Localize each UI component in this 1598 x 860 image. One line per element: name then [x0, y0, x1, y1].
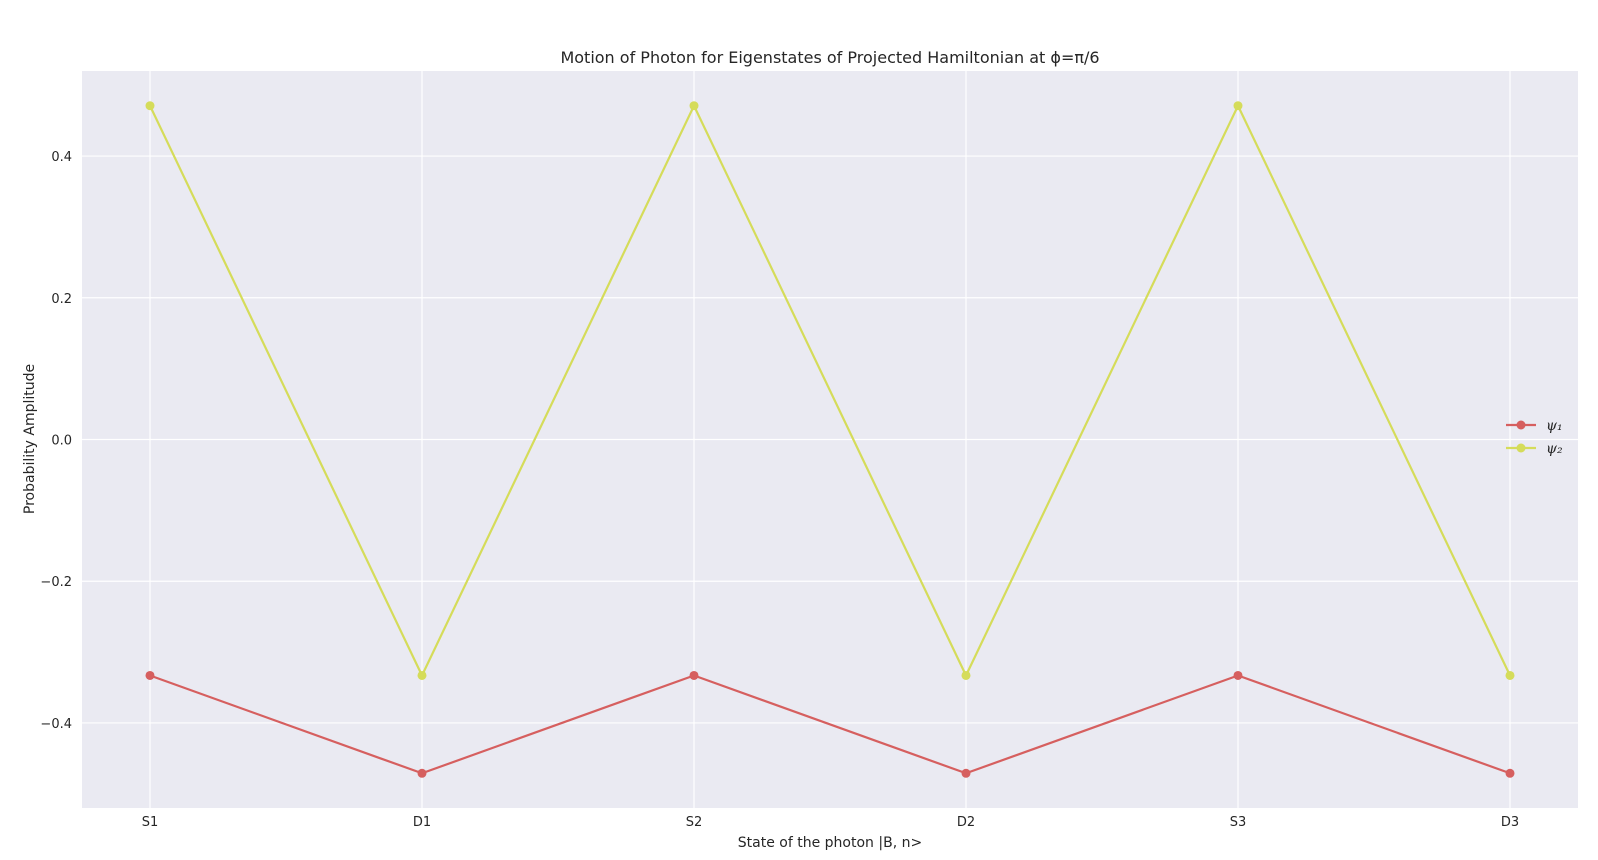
data-point: [1505, 670, 1515, 680]
y-tick-label: 0.2: [51, 292, 72, 307]
x-tick-label: D3: [1501, 815, 1519, 830]
legend-item: ψ₁: [1506, 418, 1563, 434]
legend: ψ₁ ψ₂: [1506, 418, 1563, 457]
x-tick-label: S2: [686, 815, 703, 830]
data-point: [145, 101, 155, 111]
y-tick-label: 0.4: [51, 150, 72, 165]
legend-label: ψ₂: [1546, 441, 1563, 457]
y-tick-label: 0.0: [51, 434, 72, 449]
chart-title: Motion of Photon for Eigenstates of Proj…: [560, 48, 1099, 67]
series-1: [145, 670, 1515, 778]
x-tick-label: D1: [413, 815, 431, 830]
y-tick-label: −0.4: [40, 717, 72, 732]
data-point: [689, 101, 699, 111]
y-axis-label: Probability Amplitude: [22, 364, 38, 514]
series-line: [149, 674, 1511, 775]
x-tick-label: D2: [957, 815, 975, 830]
x-tick-labels: S1 D1 S2 D2 S3 D3: [142, 815, 1519, 830]
data-point: [961, 768, 971, 778]
x-tick-label: S1: [142, 815, 159, 830]
series-lines: [145, 101, 1515, 778]
series-line: [149, 104, 1511, 677]
data-point: [1505, 768, 1515, 778]
data-point: [689, 670, 699, 680]
series-2: [145, 101, 1515, 680]
data-point: [961, 670, 971, 680]
legend-marker: [1516, 420, 1526, 430]
data-point: [1233, 670, 1243, 680]
x-tick-label: S3: [1230, 815, 1247, 830]
data-point: [417, 670, 427, 680]
y-tick-label: −0.2: [40, 575, 72, 590]
data-point: [145, 670, 155, 680]
legend-label: ψ₁: [1546, 418, 1563, 434]
data-point: [417, 768, 427, 778]
legend-marker: [1516, 443, 1526, 453]
data-point: [1233, 101, 1243, 111]
y-tick-labels: −0.4 −0.2 0.0 0.2 0.4: [40, 150, 72, 732]
x-axis-label: State of the photon |B, n>: [738, 835, 922, 851]
legend-item: ψ₂: [1506, 441, 1563, 457]
